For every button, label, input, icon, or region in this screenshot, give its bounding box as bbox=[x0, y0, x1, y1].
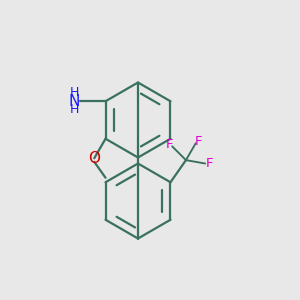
Text: H: H bbox=[70, 103, 79, 116]
Text: N: N bbox=[69, 94, 80, 109]
Text: F: F bbox=[206, 157, 213, 170]
Text: H: H bbox=[70, 86, 79, 99]
Text: F: F bbox=[166, 138, 173, 151]
Text: O: O bbox=[88, 151, 100, 166]
Text: F: F bbox=[195, 135, 202, 148]
